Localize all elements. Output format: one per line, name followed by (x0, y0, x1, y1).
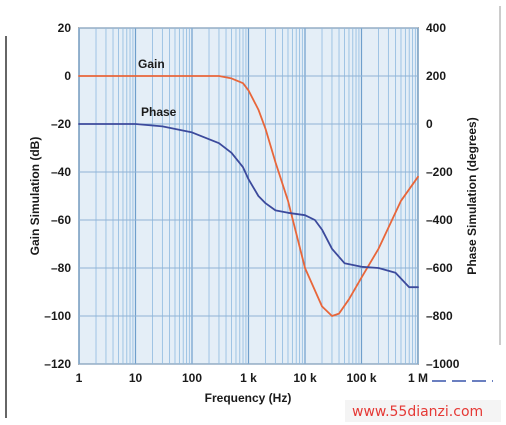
y-left-tick-label: –80 (51, 261, 71, 275)
grid (78, 27, 419, 365)
series-line-gain (78, 75, 419, 317)
y-right-tick-label: 200 (426, 69, 446, 83)
x-tick-label: 100 (182, 371, 202, 385)
series-line-phase (78, 123, 419, 289)
series-label-phase: Phase (141, 105, 177, 119)
y-left-tick-label: –40 (51, 165, 71, 179)
y-right-tick-label: –1000 (426, 357, 460, 371)
y-left-tick-label: 0 (64, 69, 71, 83)
y-left-tick-label: –100 (44, 309, 71, 323)
y-left-tick-label: 20 (58, 21, 72, 35)
y-right-tick-label: –600 (426, 261, 453, 275)
y-left-tick-label: –120 (44, 357, 71, 371)
y-axis-left-title: Gain Simulation (dB) (28, 137, 42, 256)
y-right-tick-label: –800 (426, 309, 453, 323)
x-axis-title: Frequency (Hz) (205, 391, 292, 405)
y-right-tick-label: 400 (426, 21, 446, 35)
x-tick-label: 1 (76, 371, 83, 385)
y-right-tick-label: –400 (426, 213, 453, 227)
y-right-tick-label: –200 (426, 165, 453, 179)
y-left-tick-label: –60 (51, 213, 71, 227)
x-tick-label: 100 k (346, 371, 376, 385)
x-tick-label: 10 k (293, 371, 317, 385)
y-axis-right-title: Phase Simulation (degrees) (465, 117, 479, 274)
y-right-tick-label: 0 (426, 117, 433, 131)
series-label-gain: Gain (138, 57, 165, 71)
watermark-text: www.55dianzi.com (352, 404, 483, 420)
watermark-box (345, 400, 501, 422)
x-tick-label: 10 (129, 371, 143, 385)
x-tick-label: 1 M (408, 371, 428, 385)
series-layer (78, 75, 419, 317)
y-left-tick-label: –20 (51, 117, 71, 131)
x-tick-label: 1 k (240, 371, 257, 385)
